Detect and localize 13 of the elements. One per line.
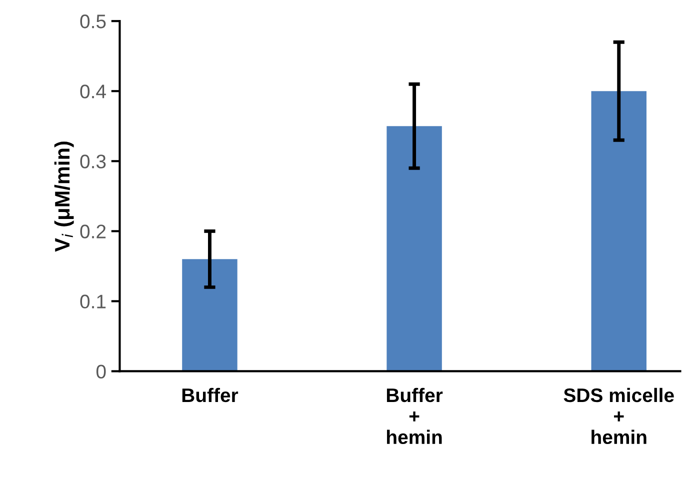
x-tick-label: Buffer [182, 388, 238, 402]
y-tick-label: 0.2 [80, 224, 106, 238]
y-tick-label: 0.1 [80, 294, 106, 308]
bar [386, 126, 442, 372]
x-tick-label: Buffer + hemin [386, 388, 443, 444]
x-tick-label: SDS micelle + hemin [564, 388, 674, 444]
y-tick-label: 0 [96, 364, 106, 378]
bar [182, 259, 238, 372]
bar [591, 91, 646, 372]
y-tick-label: 0.3 [80, 154, 106, 168]
y-tick-label: 0.4 [80, 84, 106, 98]
y-axis-title: V$_{i}$ (μM/min) [54, 142, 74, 252]
y-tick-label: 0.5 [80, 14, 106, 28]
